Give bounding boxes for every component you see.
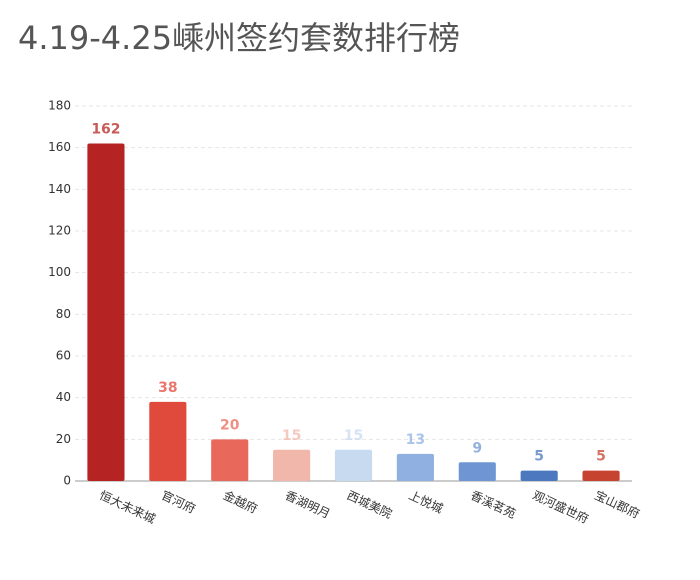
bar	[334, 449, 373, 481]
value-label: 13	[406, 432, 425, 448]
y-tick-label: 100	[48, 265, 71, 279]
value-label: 5	[534, 449, 544, 465]
x-tick-label: 宝山郡府	[592, 487, 642, 521]
bar	[211, 439, 249, 481]
bar	[273, 449, 311, 481]
x-tick-label: 上悦城	[407, 488, 446, 516]
value-label: 15	[344, 428, 363, 444]
value-label: 38	[158, 380, 177, 396]
x-tick-label: 恒大未来城	[97, 488, 157, 526]
y-tick-label: 40	[56, 390, 71, 404]
bar	[582, 470, 620, 481]
x-tick-label: 香溪茗苑	[469, 488, 518, 521]
bar	[149, 401, 187, 481]
y-tick-label: 80	[56, 307, 71, 321]
value-label: 15	[282, 428, 301, 444]
value-label: 5	[596, 449, 606, 465]
x-tick-label: 观河盛世府	[530, 487, 591, 526]
y-tick-label: 0	[63, 474, 71, 488]
y-tick-label: 180	[48, 99, 71, 113]
y-tick-label: 60	[56, 349, 71, 363]
y-tick-label: 20	[56, 432, 71, 446]
x-tick-label: 西城美院	[345, 488, 394, 521]
y-tick-label: 120	[48, 224, 71, 238]
chart-title: 4.19-4.25嵊州签约套数排行榜	[18, 19, 460, 57]
bar	[458, 462, 496, 481]
value-label: 9	[472, 440, 482, 456]
y-tick-label: 160	[48, 140, 71, 154]
value-label: 162	[91, 122, 120, 138]
bar	[87, 143, 125, 481]
y-tick-label: 140	[48, 182, 71, 196]
x-tick-label: 香湖明月	[283, 487, 333, 521]
bar	[520, 470, 558, 481]
value-label: 20	[220, 417, 240, 433]
bar	[396, 453, 434, 481]
x-tick-label: 官河府	[159, 487, 198, 516]
x-tick-label: 金越府	[221, 487, 260, 516]
